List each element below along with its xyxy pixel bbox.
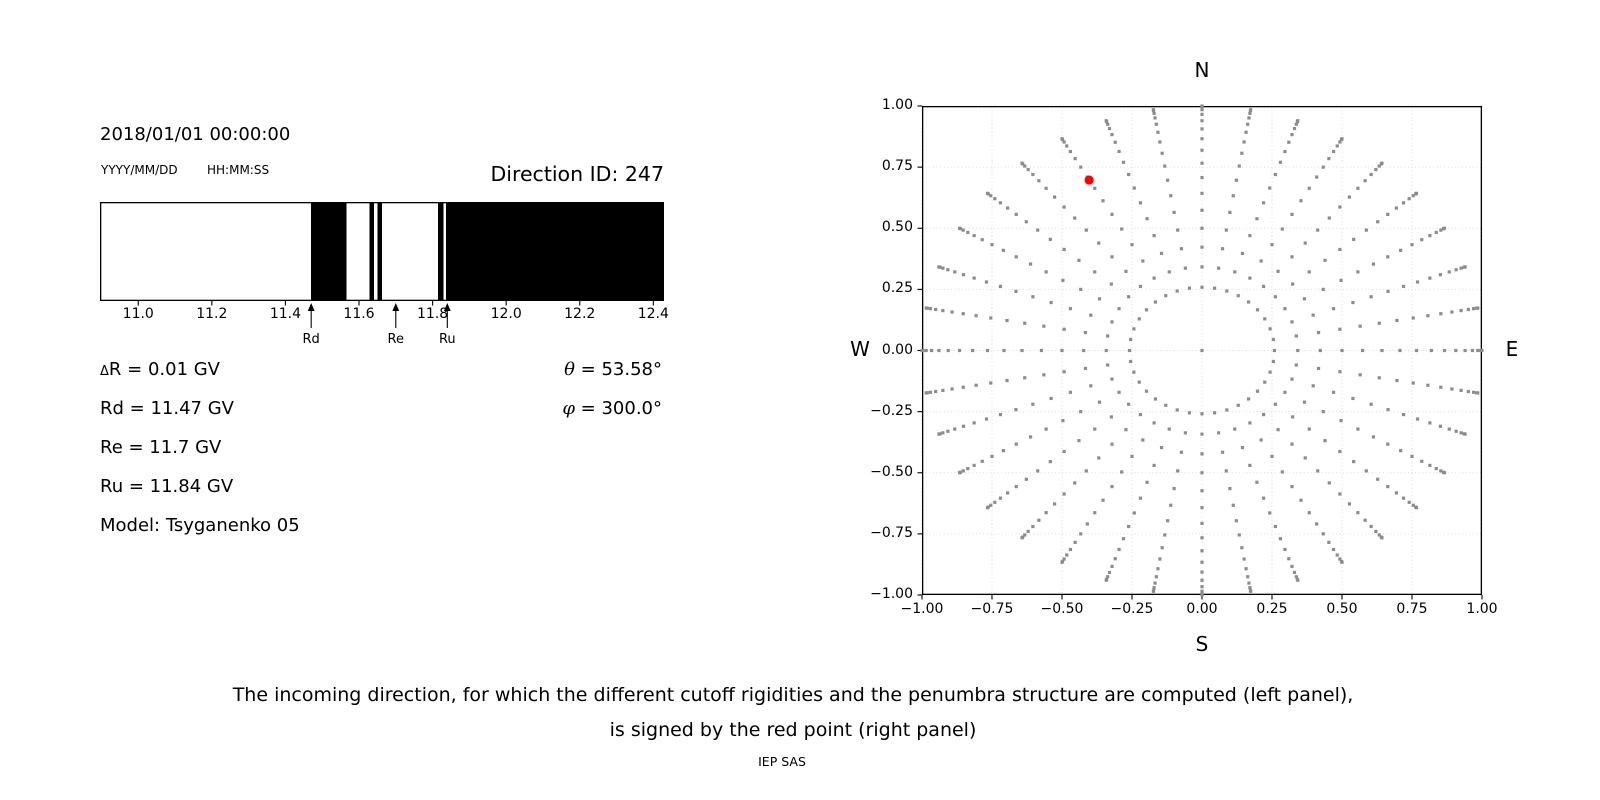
direction-id-label: Direction ID: 247 [490,162,664,186]
sky-x-tick-label: −0.50 [1040,601,1084,617]
delta-symbol: Δ [100,364,109,379]
compass-west-label: W [850,337,870,361]
sky-y-tick-label: 0.50 [881,219,913,236]
sky-y-tick-label: −1.00 [870,586,913,602]
credit-label: IEP SAS [758,754,806,769]
cutoff-arrows [307,303,451,328]
angle-symbol: θ [564,359,575,380]
gray-direction-dots [920,104,1484,597]
sky-y-tick-label: 0.75 [881,158,913,175]
sky-y-tick-label: −0.50 [870,463,913,480]
penumbra-x-tick-label: 12.2 [564,306,596,322]
sky-x-tick-label: 0.50 [1326,601,1358,617]
sky-x-tick-label: −0.75 [970,601,1014,617]
sky-x-tick-label: 0.25 [1256,601,1288,617]
sky-y-tick-label: −0.75 [870,524,913,541]
angle-row-0: θ = 53.58° [564,359,662,380]
penumbra-x-tick-label: 11.0 [122,306,154,322]
caption-line1: The incoming direction, for which the di… [232,684,1354,706]
date-format-label: YYYY/MM/DD [101,163,178,177]
penumbra-x-ticks [137,301,654,306]
cutoff-arrow-label-rd: Rd [302,332,320,347]
sky-x-tick-label: 0.75 [1396,601,1428,617]
penumbra-plot [99,201,665,328]
compass-north-label: N [1194,58,1210,82]
angle-row-1: φ = 300.0° [562,398,662,419]
sky-y-tick-label: 0.00 [881,341,913,358]
penumbra-x-tick-label: 11.2 [196,306,228,322]
info-row-0: ΔR = 0.01 GV [100,359,220,380]
datetime-text: 2018/01/01 00:00:00 [100,124,291,145]
info-row-2: Re = 11.7 GV [100,437,222,458]
penumbra-plot-border [99,201,665,301]
compass-east-label: E [1505,337,1519,361]
penumbra-black-bands [311,202,664,301]
sky-y-tick-label: 1.00 [881,97,913,113]
angle-symbol: φ [562,398,575,419]
cutoff-arrow-label-re: Re [387,332,404,347]
penumbra-x-tick-label: 12.0 [490,306,522,322]
sky-y-tick-label: 0.25 [881,280,913,297]
cutoff-arrow-label-ru: Ru [438,332,456,347]
red-direction-point [1084,175,1094,185]
caption-line2: is signed by the red point (right panel) [609,719,977,741]
compass-south-label: S [1195,632,1209,656]
time-format-label: HH:MM:SS [207,163,270,177]
info-row-3: Ru = 11.84 GV [100,476,234,497]
sky-y-tick-label: −0.25 [870,402,913,419]
sky-x-tick-label: −0.25 [1110,601,1154,617]
penumbra-x-tick-label: 11.6 [343,306,375,322]
sky-x-tick-label: 1.00 [1466,601,1498,617]
sky-x-tick-label: 0.00 [1186,601,1218,617]
info-row-1: Rd = 11.47 GV [100,398,234,419]
penumbra-x-tick-label: 11.4 [269,306,301,322]
sky-direction-plot [917,104,1484,600]
info-row-4: Model: Tsyganenko 05 [100,515,300,536]
sky-x-tick-label: −1.00 [900,601,944,617]
penumbra-x-tick-label: 11.8 [416,306,449,322]
penumbra-x-tick-label: 12.4 [637,306,669,322]
sky-axis-ticks [917,105,1483,600]
